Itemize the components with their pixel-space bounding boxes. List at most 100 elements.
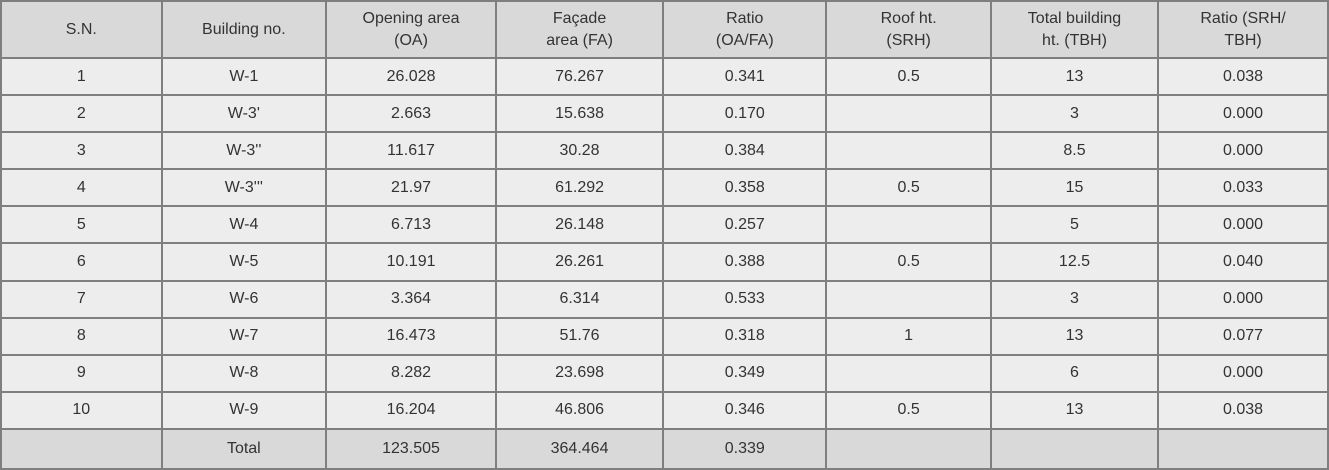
- total-cell-opening-area: 123.505: [325, 428, 497, 470]
- total-row: Total 123.505 364.464 0.339: [0, 428, 1329, 470]
- cell-ratio-srh-tbh: 0.077: [1157, 316, 1329, 356]
- cell-ratio-oa-fa: 0.533: [662, 279, 828, 319]
- cell-opening-area: 10.191: [325, 242, 497, 282]
- table-row: 3 W-3'' 11.617 30.28 0.384 8.5 0.000: [0, 131, 1329, 171]
- cell-roof-ht: [825, 205, 992, 245]
- cell-opening-area: 26.028: [325, 56, 497, 97]
- cell-roof-ht: 0.5: [825, 56, 992, 97]
- table-row: 8 W-7 16.473 51.76 0.318 1 13 0.077: [0, 316, 1329, 356]
- cell-building-no: W-4: [160, 205, 328, 245]
- cell-ratio-oa-fa: 0.349: [662, 353, 828, 393]
- cell-ratio-srh-tbh: 0.000: [1157, 205, 1329, 245]
- cell-ratio-oa-fa: 0.346: [662, 390, 828, 431]
- cell-ratio-oa-fa: 0.388: [662, 242, 828, 282]
- cell-roof-ht: [825, 353, 992, 393]
- header-cell-building-no: Building no.: [160, 0, 328, 59]
- cell-facade-area: 6.314: [494, 279, 665, 319]
- cell-sn: 5: [0, 205, 163, 245]
- cell-total-bldg-ht: 3: [989, 279, 1160, 319]
- cell-opening-area: 6.713: [325, 205, 497, 245]
- cell-building-no: W-8: [160, 353, 328, 393]
- total-cell-facade-area: 364.464: [494, 428, 665, 470]
- header-cell-sn: S.N.: [0, 0, 163, 59]
- cell-ratio-srh-tbh: 0.033: [1157, 168, 1329, 208]
- cell-ratio-srh-tbh: 0.000: [1157, 94, 1329, 134]
- header-cell-roof-ht: Roof ht. (SRH): [825, 0, 992, 59]
- cell-ratio-srh-tbh: 0.040: [1157, 242, 1329, 282]
- cell-sn: 4: [0, 168, 163, 208]
- cell-opening-area: 21.97: [325, 168, 497, 208]
- cell-opening-area: 16.473: [325, 316, 497, 356]
- cell-roof-ht: [825, 279, 992, 319]
- cell-facade-area: 51.76: [494, 316, 665, 356]
- cell-ratio-oa-fa: 0.318: [662, 316, 828, 356]
- cell-facade-area: 76.267: [494, 56, 665, 97]
- cell-total-bldg-ht: 8.5: [989, 131, 1160, 171]
- header-row: S.N. Building no. Opening area (OA) Faça…: [0, 0, 1329, 59]
- table-row: 1 W-1 26.028 76.267 0.341 0.5 13 0.038: [0, 56, 1329, 97]
- table-body: 1 W-1 26.028 76.267 0.341 0.5 13 0.038 2…: [0, 56, 1329, 431]
- header-cell-ratio-srh-tbh: Ratio (SRH/ TBH): [1157, 0, 1329, 59]
- cell-sn: 2: [0, 94, 163, 134]
- cell-building-no: W-9: [160, 390, 328, 431]
- header-cell-total-bldg-ht: Total building ht. (TBH): [989, 0, 1160, 59]
- cell-facade-area: 46.806: [494, 390, 665, 431]
- header-cell-opening-area: Opening area (OA): [325, 0, 497, 59]
- cell-ratio-srh-tbh: 0.000: [1157, 131, 1329, 171]
- cell-ratio-oa-fa: 0.170: [662, 94, 828, 134]
- cell-ratio-srh-tbh: 0.038: [1157, 56, 1329, 97]
- cell-total-bldg-ht: 15: [989, 168, 1160, 208]
- total-cell-ratio-srh-tbh: [1157, 428, 1329, 470]
- cell-sn: 8: [0, 316, 163, 356]
- cell-facade-area: 15.638: [494, 94, 665, 134]
- table-row: 10 W-9 16.204 46.806 0.346 0.5 13 0.038: [0, 390, 1329, 431]
- cell-sn: 9: [0, 353, 163, 393]
- cell-ratio-oa-fa: 0.341: [662, 56, 828, 97]
- cell-opening-area: 11.617: [325, 131, 497, 171]
- cell-opening-area: 3.364: [325, 279, 497, 319]
- cell-sn: 3: [0, 131, 163, 171]
- cell-building-no: W-5: [160, 242, 328, 282]
- cell-roof-ht: 0.5: [825, 242, 992, 282]
- table-row: 5 W-4 6.713 26.148 0.257 5 0.000: [0, 205, 1329, 245]
- cell-total-bldg-ht: 13: [989, 56, 1160, 97]
- cell-total-bldg-ht: 6: [989, 353, 1160, 393]
- total-cell-roof-ht: [825, 428, 992, 470]
- cell-sn: 10: [0, 390, 163, 431]
- cell-ratio-oa-fa: 0.257: [662, 205, 828, 245]
- cell-sn: 6: [0, 242, 163, 282]
- cell-building-no: W-1: [160, 56, 328, 97]
- cell-ratio-srh-tbh: 0.038: [1157, 390, 1329, 431]
- cell-ratio-oa-fa: 0.384: [662, 131, 828, 171]
- total-cell-total-bldg-ht: [989, 428, 1160, 470]
- table-row: 4 W-3''' 21.97 61.292 0.358 0.5 15 0.033: [0, 168, 1329, 208]
- header-cell-ratio-oa-fa: Ratio (OA/FA): [662, 0, 828, 59]
- cell-opening-area: 8.282: [325, 353, 497, 393]
- cell-building-no: W-7: [160, 316, 328, 356]
- table-header: S.N. Building no. Opening area (OA) Faça…: [0, 0, 1329, 59]
- cell-ratio-srh-tbh: 0.000: [1157, 279, 1329, 319]
- table-row: 6 W-5 10.191 26.261 0.388 0.5 12.5 0.040: [0, 242, 1329, 282]
- cell-total-bldg-ht: 13: [989, 390, 1160, 431]
- total-cell-label: Total: [160, 428, 328, 470]
- cell-facade-area: 23.698: [494, 353, 665, 393]
- cell-building-no: W-3''': [160, 168, 328, 208]
- cell-sn: 7: [0, 279, 163, 319]
- cell-building-no: W-3': [160, 94, 328, 134]
- cell-facade-area: 26.148: [494, 205, 665, 245]
- cell-opening-area: 16.204: [325, 390, 497, 431]
- cell-roof-ht: [825, 94, 992, 134]
- table-row: 7 W-6 3.364 6.314 0.533 3 0.000: [0, 279, 1329, 319]
- table-footer: Total 123.505 364.464 0.339: [0, 428, 1329, 470]
- cell-total-bldg-ht: 3: [989, 94, 1160, 134]
- cell-sn: 1: [0, 56, 163, 97]
- cell-building-no: W-6: [160, 279, 328, 319]
- cell-ratio-srh-tbh: 0.000: [1157, 353, 1329, 393]
- cell-total-bldg-ht: 5: [989, 205, 1160, 245]
- cell-total-bldg-ht: 13: [989, 316, 1160, 356]
- cell-roof-ht: [825, 131, 992, 171]
- cell-total-bldg-ht: 12.5: [989, 242, 1160, 282]
- total-cell-ratio-oa-fa: 0.339: [662, 428, 828, 470]
